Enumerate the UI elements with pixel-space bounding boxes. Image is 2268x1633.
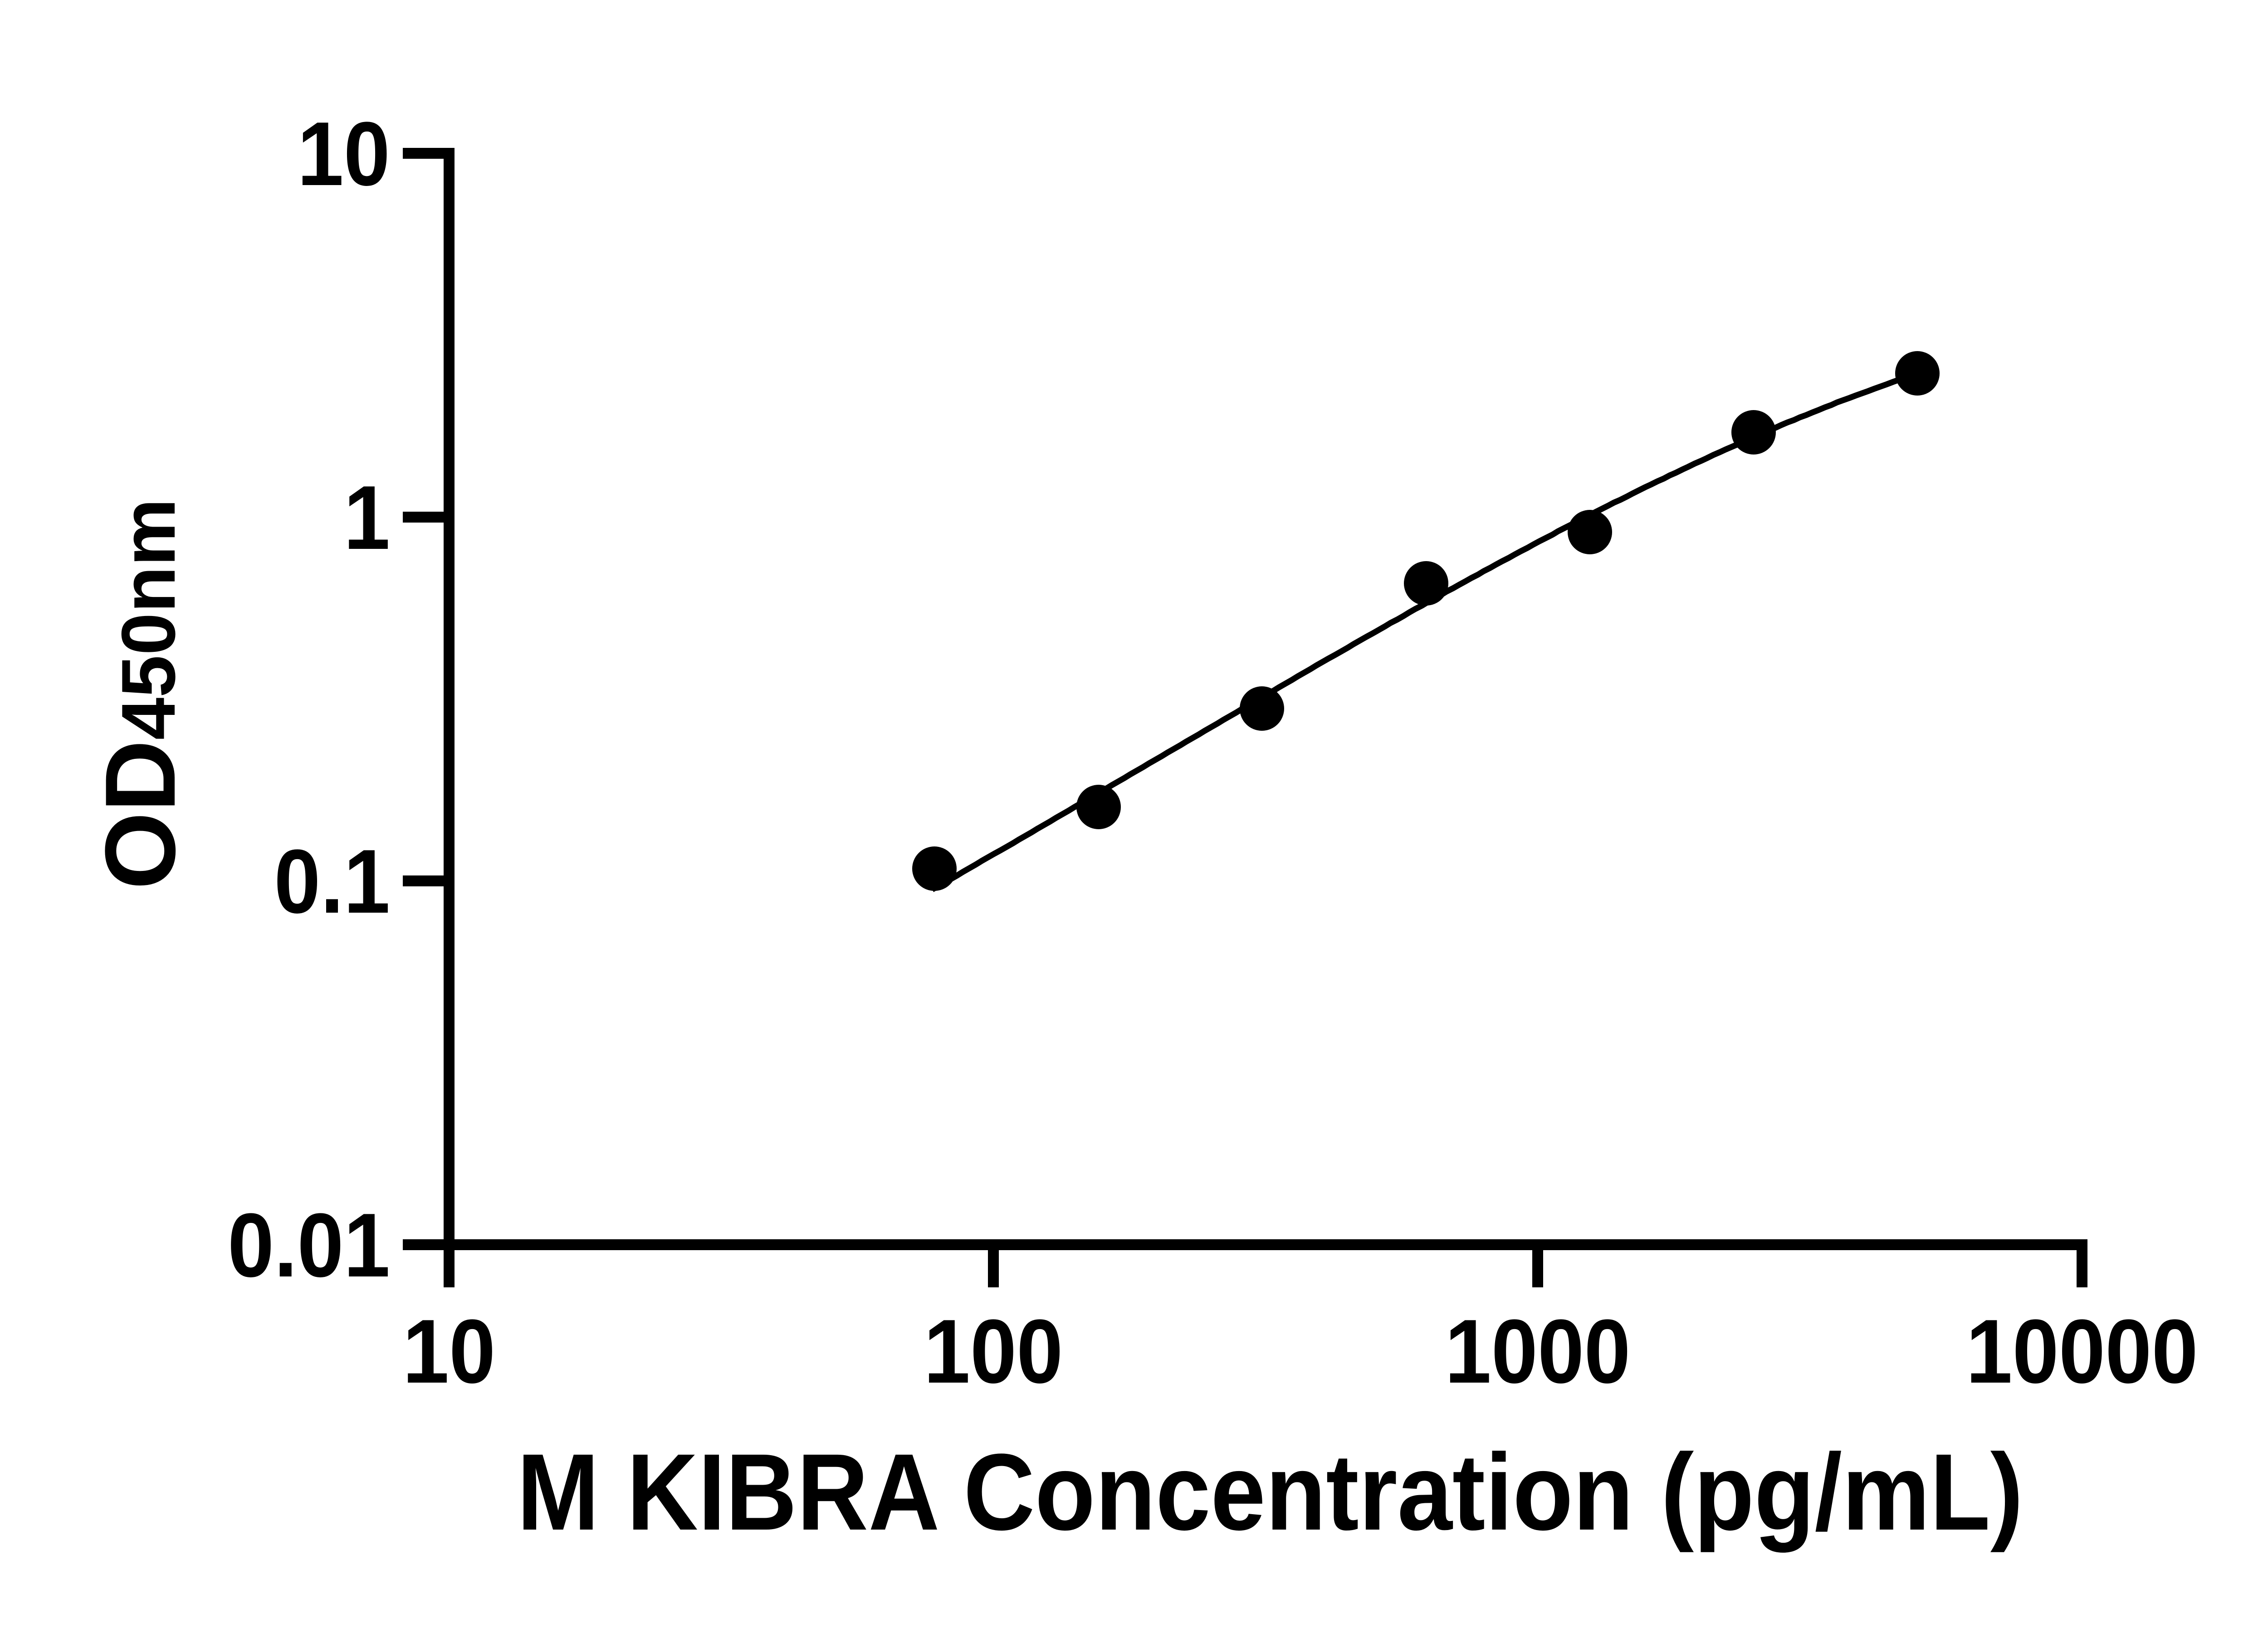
svg-text:0.1: 0.1 <box>274 831 390 932</box>
svg-text:0.01: 0.01 <box>228 1194 390 1296</box>
svg-text:1: 1 <box>344 467 390 568</box>
svg-text:10000: 10000 <box>1966 1301 2198 1402</box>
svg-text:OD450nm: OD450nm <box>84 499 196 890</box>
svg-text:M KIBRA Concentration (pg/mL): M KIBRA Concentration (pg/mL) <box>517 1431 2024 1553</box>
svg-text:10: 10 <box>297 103 390 205</box>
svg-text:100: 100 <box>924 1301 1063 1402</box>
svg-text:1000: 1000 <box>1445 1301 1630 1402</box>
svg-text:10: 10 <box>403 1301 496 1402</box>
